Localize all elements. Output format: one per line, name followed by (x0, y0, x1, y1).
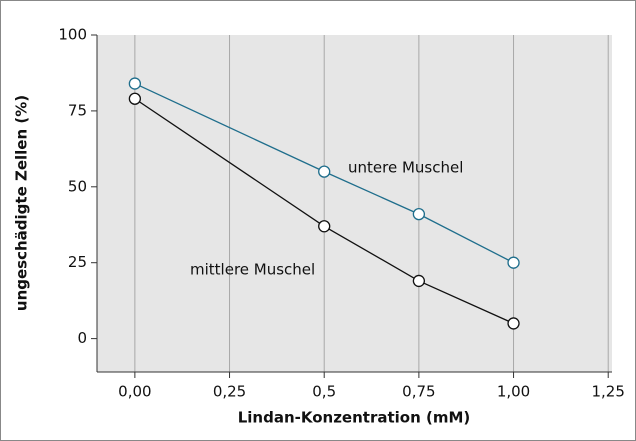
data-point (507, 317, 520, 330)
y-tick-label: 50 (68, 177, 87, 195)
plot-area (97, 35, 612, 372)
y-tick-label: 75 (68, 101, 87, 119)
x-axis-title: Lindan-Konzentration (mM) (238, 409, 471, 427)
data-point (318, 165, 331, 178)
x-tick-label: 0,25 (213, 383, 246, 401)
y-tick-label: 25 (68, 253, 87, 271)
series-label: untere Muschel (348, 159, 463, 177)
x-tick-label: 0,75 (402, 383, 435, 401)
x-tick-label: 0,00 (118, 383, 151, 401)
y-tick-label: 100 (58, 26, 87, 44)
x-tick-label: 0,5 (312, 383, 336, 401)
data-point (412, 207, 426, 221)
series-line (134, 82, 514, 264)
x-tick-label: 1,00 (497, 383, 530, 401)
x-tick-label: 1,25 (592, 383, 625, 401)
data-point (507, 256, 520, 269)
data-point (318, 220, 331, 233)
series-label: mittlere Muschel (190, 261, 315, 279)
data-point (128, 77, 142, 90)
y-axis-title: ungeschädigte Zellen (%) (13, 95, 31, 311)
data-point (128, 92, 142, 105)
y-tick-label: 0 (77, 329, 87, 347)
data-point (412, 274, 426, 288)
series-line (134, 98, 514, 325)
